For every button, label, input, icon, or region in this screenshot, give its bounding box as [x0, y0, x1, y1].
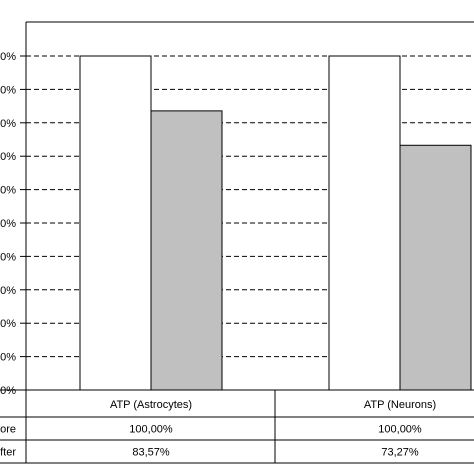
data-table: ATP (Astrocytes) ATP (Neurons) Be-fore 100,…	[0, 389, 474, 464]
y-tick-label: 20%	[0, 318, 16, 330]
data-label: 83,57%	[132, 447, 170, 459]
bar	[399, 144, 472, 391]
axes	[20, 21, 474, 391]
y-tick-label: 60%	[0, 185, 16, 197]
series-name: After	[0, 447, 16, 459]
y-tick-label: 50%	[0, 218, 16, 230]
data-label: 100,00%	[129, 424, 173, 436]
y-tick-label: 90%	[0, 84, 16, 96]
y-tick-label: 10%	[0, 352, 16, 364]
y-tick-label: 0%	[0, 385, 16, 397]
category-label: ATP (Neurons)	[364, 399, 436, 411]
data-label: 73,27%	[381, 447, 419, 459]
data-label: 100,00%	[378, 424, 422, 436]
y-tick-labels: 0% 10% 20% 30% 40% 50% 60% 70% 80% 90% 100%	[0, 51, 16, 397]
category-label: ATP (Astrocytes)	[110, 399, 192, 411]
y-tick-label: 100%	[0, 51, 16, 63]
bar	[150, 110, 223, 391]
y-tick-label: 40%	[0, 251, 16, 263]
series-name: Be-fore	[0, 424, 16, 436]
y-tick-label: 30%	[0, 285, 16, 297]
y-tick-label: 70%	[0, 151, 16, 163]
bar	[328, 55, 401, 391]
y-tick-label: 80%	[0, 118, 16, 130]
bar	[79, 55, 152, 391]
